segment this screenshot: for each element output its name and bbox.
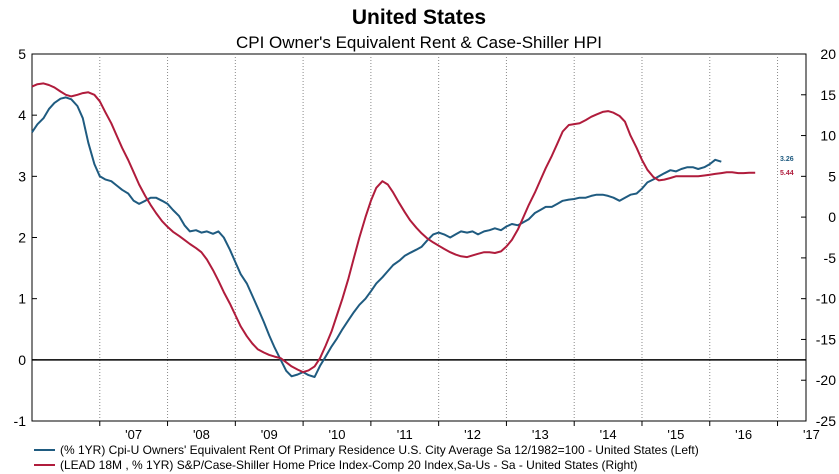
left-tick-label: 5 — [18, 46, 26, 62]
end-label-cpi: 3.26 — [780, 156, 794, 163]
x-tick-label: '14 — [600, 427, 617, 442]
right-tick-label: -25 — [816, 413, 836, 429]
series-line-hpi — [31, 82, 756, 374]
right-tick-label: 10 — [820, 128, 836, 144]
x-tick-label: '11 — [397, 427, 413, 442]
x-tick-label: '09 — [261, 427, 278, 442]
left-tick-label: 3 — [18, 168, 26, 184]
right-tick-label: -15 — [816, 331, 836, 347]
x-gridlines — [99, 54, 779, 421]
legend-label-hpi: (LEAD 18M , % 1YR) S&P/Case-Shiller Home… — [60, 458, 638, 472]
series-line-cpi — [31, 96, 722, 378]
left-tick-label: 0 — [18, 352, 26, 368]
x-tick-label: '17 — [803, 427, 820, 442]
plot-area — [31, 53, 807, 422]
left-tick-label: -1 — [14, 413, 27, 429]
x-tick-label: '12 — [464, 427, 481, 442]
legend-label-cpi: (% 1YR) Cpi-U Owners' Equivalent Rent Of… — [60, 443, 699, 457]
right-tick-label: 5 — [828, 168, 836, 184]
right-tick-label: 0 — [828, 209, 836, 225]
x-tick-label: '07 — [125, 427, 142, 442]
x-axis: '07 '08 '09 '10 '11 '12 '13 '14 '15 '16 '17 — [99, 421, 820, 442]
x-tick-label: '13 — [532, 427, 549, 442]
series-layer — [31, 82, 756, 378]
right-tick-label: 15 — [820, 87, 836, 103]
x-tick-label: '08 — [193, 427, 210, 442]
x-tick-label: '16 — [735, 427, 752, 442]
right-tick-label: 20 — [820, 46, 836, 62]
left-tick-label: 1 — [18, 291, 26, 307]
left-tick-label: 2 — [18, 230, 26, 246]
left-axis: 5 4 3 2 1 0 -1 — [14, 46, 37, 429]
left-tick-label: 4 — [18, 107, 26, 123]
x-tick-label: '10 — [329, 427, 346, 442]
legend: (% 1YR) Cpi-U Owners' Equivalent Rent Of… — [34, 443, 699, 472]
x-tick-label: '15 — [667, 427, 684, 442]
right-tick-label: -5 — [824, 250, 837, 266]
end-label-hpi: 5.44 — [780, 170, 794, 177]
right-tick-label: -10 — [816, 291, 836, 307]
right-tick-label: -20 — [816, 372, 836, 388]
chart-title: United States — [352, 6, 486, 29]
chart-subtitle: CPI Owner's Equivalent Rent & Case-Shill… — [236, 33, 602, 52]
right-axis: 20 15 10 5 0 -5 -10 -15 -20 -25 — [801, 46, 836, 429]
end-labels: 3.26 5.44 — [780, 156, 794, 177]
